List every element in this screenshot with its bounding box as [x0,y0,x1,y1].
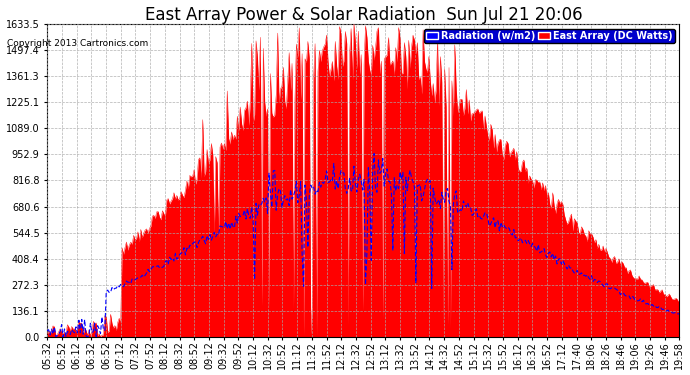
Legend: Radiation (w/m2), East Array (DC Watts): Radiation (w/m2), East Array (DC Watts) [424,28,675,44]
Title: East Array Power & Solar Radiation  Sun Jul 21 20:06: East Array Power & Solar Radiation Sun J… [144,6,582,24]
Text: Copyright 2013 Cartronics.com: Copyright 2013 Cartronics.com [7,39,148,48]
